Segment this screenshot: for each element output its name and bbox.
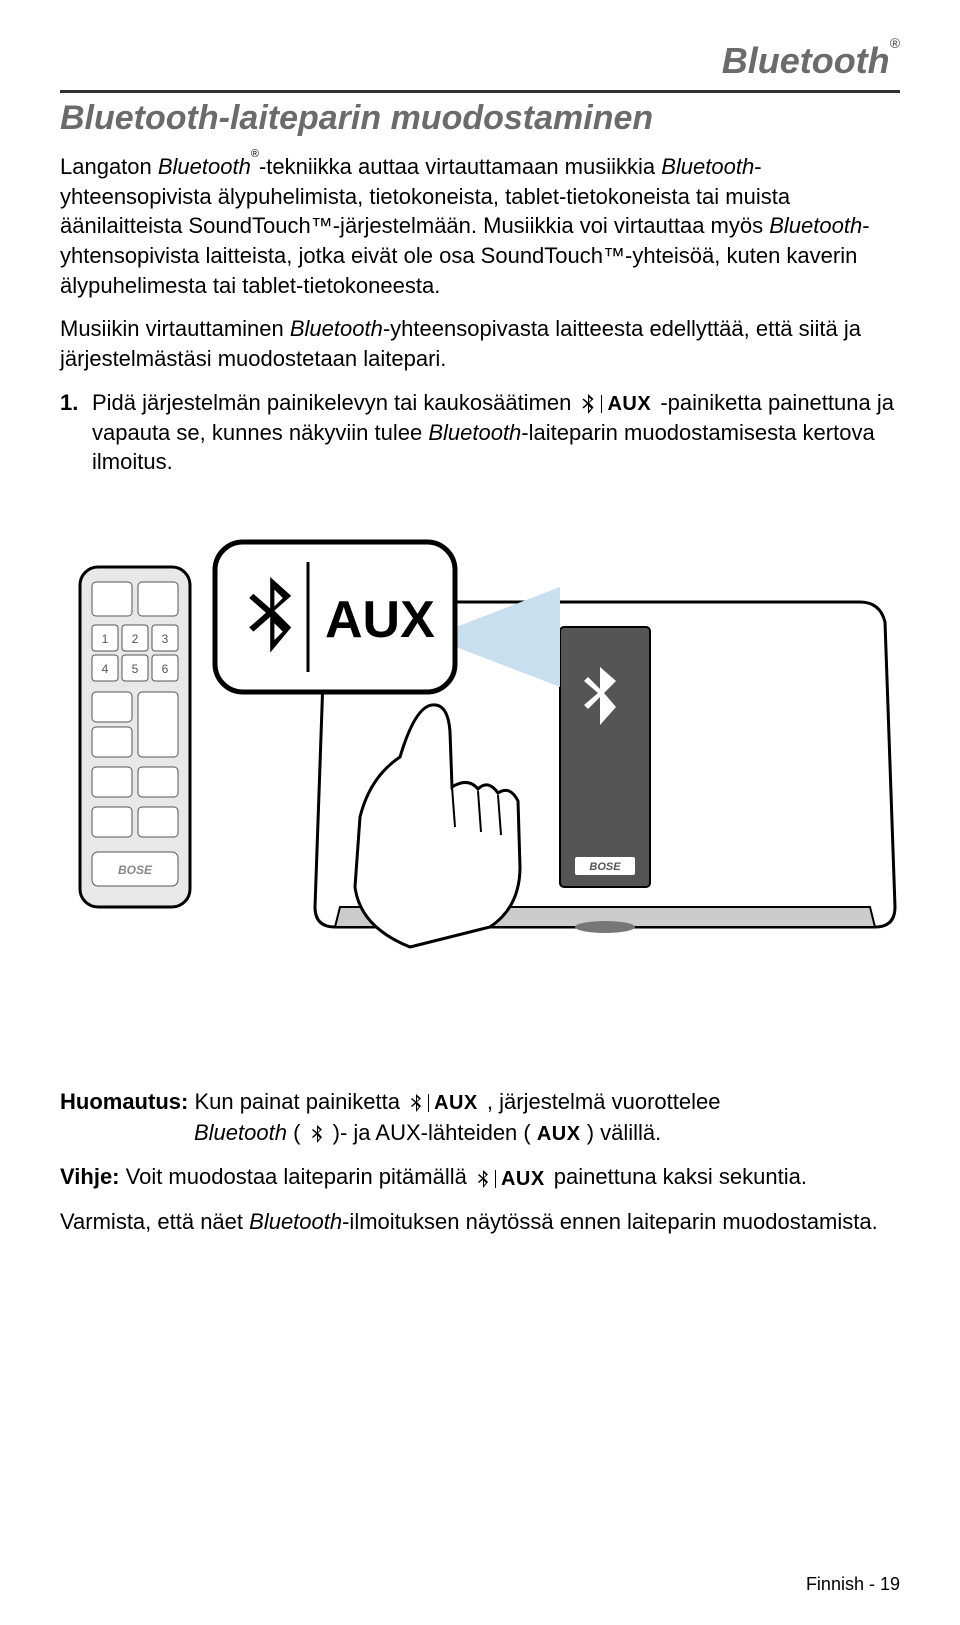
step-number: 1. (60, 388, 92, 477)
bluetooth-icon (310, 1125, 324, 1143)
footer-lang: Finnish (806, 1574, 864, 1594)
footer-page: 19 (880, 1574, 900, 1594)
final-note: Varmista, että näet Bluetooth-ilmoitukse… (60, 1207, 900, 1238)
svg-text:2: 2 (132, 632, 139, 646)
registered-mark: ® (890, 35, 900, 51)
p2b: Bluetooth (290, 316, 383, 341)
t1a: Voit muodostaa laiteparin pitämällä (120, 1164, 473, 1189)
section-title: Bluetooth-laiteparin muodostaminen (60, 99, 900, 138)
step-body: Pidä järjestelmän painikelevyn tai kauko… (92, 388, 900, 477)
step-1: 1. Pidä järjestelmän painikelevyn tai ka… (60, 388, 900, 477)
svg-text:4: 4 (102, 662, 109, 676)
t1b: painettuna kaksi sekuntia. (548, 1164, 807, 1189)
s1a: Pidä järjestelmän painikelevyn tai kauko… (92, 390, 577, 415)
note-line-1: Huomautus: Kun painat painiketta AUX , j… (60, 1087, 900, 1118)
tip-line: Vihje: Voit muodostaa laiteparin pitämäl… (60, 1162, 900, 1193)
svg-text:BOSE: BOSE (589, 861, 621, 873)
svg-text:1: 1 (102, 632, 109, 646)
bluetooth-aux-icon: AUX (580, 391, 651, 418)
p1f: Bluetooth (769, 213, 862, 238)
title-rest: -laiteparin muodostaminen (219, 99, 654, 137)
p1c: -tekniikka auttaa virtauttamaan musiikki… (259, 154, 661, 179)
svg-text:3: 3 (162, 632, 169, 646)
aux-only-icon: AUX (537, 1123, 581, 1145)
notes-block: Huomautus: Kun painat painiketta AUX , j… (60, 1087, 900, 1238)
pairing-illustration: 1 2 3 4 5 6 BOSE BOSE (60, 507, 900, 967)
s1c: Bluetooth (428, 420, 521, 445)
note-label: Huomautus: (60, 1089, 188, 1114)
n2c: )- ja AUX-lähteiden ( (327, 1120, 537, 1145)
remote-control-icon: 1 2 3 4 5 6 BOSE (80, 567, 190, 907)
bluetooth-aux-icon: AUX (476, 1165, 545, 1193)
header-rule (60, 90, 900, 93)
p1d: Bluetooth (661, 154, 754, 179)
title-italic: Bluetooth (60, 99, 219, 137)
reg1: ® (251, 148, 259, 160)
bluetooth-icon (580, 394, 596, 414)
fa: Varmista, että näet (60, 1209, 249, 1234)
bluetooth-aux-icon: AUX (409, 1089, 478, 1117)
intro-paragraph-1: Langaton Bluetooth®-tekniikka auttaa vir… (60, 152, 900, 300)
p2a: Musiikin virtauttaminen (60, 316, 290, 341)
n2b: ( (287, 1120, 307, 1145)
tip-label: Vihje: (60, 1164, 120, 1189)
n2a: Bluetooth (194, 1120, 287, 1145)
n1a: Kun painat painiketta (188, 1089, 406, 1114)
svg-text:5: 5 (132, 662, 139, 676)
svg-text:AUX: AUX (325, 591, 435, 649)
brand-word: Bluetooth (722, 40, 890, 81)
fc: -ilmoituksen näytössä ennen laiteparin m… (342, 1209, 878, 1234)
svg-text:6: 6 (162, 662, 169, 676)
p1b: Bluetooth (158, 154, 251, 179)
n2d: ) välillä. (581, 1120, 662, 1145)
intro-paragraph-2: Musiikin virtauttaminen Bluetooth-yhteen… (60, 314, 900, 373)
fb: Bluetooth (249, 1209, 342, 1234)
page-footer: Finnish - 19 (806, 1574, 900, 1595)
p1a: Langaton (60, 154, 158, 179)
n1b: , järjestelmä vuorottelee (481, 1089, 721, 1114)
aux-label: AUX (607, 391, 651, 418)
svg-text:BOSE: BOSE (118, 863, 153, 877)
page-header-brand: Bluetooth® (60, 40, 900, 82)
note-line-2: Bluetooth ( )- ja AUX-lähteiden ( AUX ) … (60, 1118, 900, 1149)
